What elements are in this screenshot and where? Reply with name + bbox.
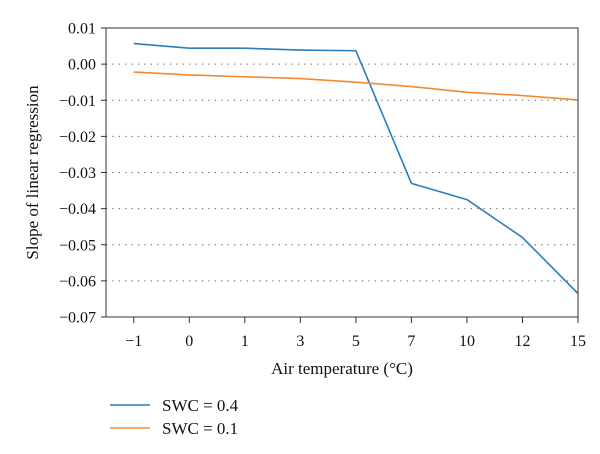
- x-tick-label: −1: [125, 333, 142, 350]
- x-tick-label: 10: [459, 333, 475, 350]
- y-tick-label: −0.01: [59, 93, 96, 110]
- x-axis-title: Air temperature (°C): [271, 359, 413, 378]
- x-tick-label: 5: [352, 333, 360, 350]
- x-tick-labels: −1 0 1 3 5 7 10 12 15: [125, 333, 586, 350]
- legend-label-swc-0-1: SWC = 0.1: [162, 419, 238, 438]
- plot-frame: [105, 27, 579, 318]
- x-tick-label: 12: [514, 333, 530, 350]
- y-tick-label: −0.03: [59, 165, 96, 182]
- series-lines: [133, 42, 579, 295]
- legend-label-swc-0-4: SWC = 0.4: [162, 396, 239, 415]
- x-tick-label: 15: [570, 333, 586, 350]
- y-tick-label: 0.00: [68, 57, 96, 74]
- x-tick-label: 7: [407, 333, 415, 350]
- y-tick-labels: 0.01 0.00 −0.01 −0.02 −0.03 −0.04 −0.05 −0.06 −0…: [59, 21, 96, 327]
- y-tick-label: −0.05: [59, 237, 96, 254]
- gridlines: [106, 63, 578, 282]
- y-tick-label: −0.06: [59, 273, 96, 290]
- series-line-1: [133, 71, 579, 101]
- legend: SWC = 0.4 SWC = 0.1: [110, 396, 239, 438]
- series-line-0: [133, 42, 579, 295]
- x-tick-label: 1: [241, 333, 249, 350]
- x-tick-label: 0: [185, 333, 193, 350]
- y-axis-title: Slope of linear regression: [23, 85, 42, 260]
- y-tick-label: 0.01: [68, 21, 96, 38]
- y-tick-label: −0.04: [59, 201, 96, 218]
- x-tick-label: 3: [296, 333, 304, 350]
- axis-ticks: [101, 27, 579, 323]
- y-tick-label: −0.02: [59, 129, 96, 146]
- y-tick-label: −0.07: [59, 310, 96, 327]
